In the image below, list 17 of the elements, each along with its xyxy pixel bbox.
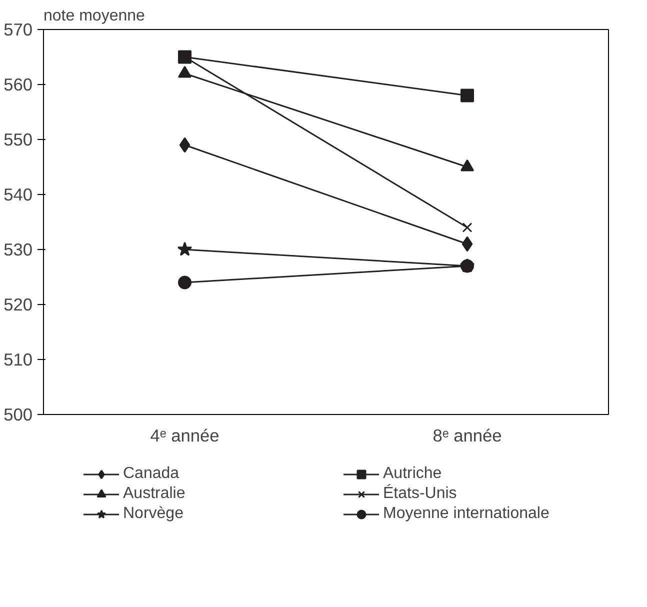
y-tick-label: 550 (4, 130, 33, 150)
y-tick-label: 520 (4, 294, 33, 314)
legend-label: Australie (123, 485, 186, 503)
legend-label: Canada (123, 465, 180, 483)
legend-label: Autriche (383, 465, 443, 483)
x-tick-label: 4ᵉ année (150, 426, 220, 446)
y-tick-label: 570 (4, 20, 33, 40)
y-tick-label: 510 (4, 350, 33, 370)
y-tick-label: 530 (4, 240, 33, 260)
x-tick-label: 8ᵉ année (432, 426, 502, 446)
y-axis-title: note moyenne (44, 8, 146, 24)
legend-label: Norvège (123, 505, 184, 523)
y-tick-label: 540 (4, 184, 33, 204)
y-tick-label: 560 (4, 74, 33, 94)
legend-label: Moyenne internationale (383, 505, 550, 523)
legend-label: États-Unis (383, 485, 458, 503)
y-tick-label: 500 (4, 404, 33, 424)
